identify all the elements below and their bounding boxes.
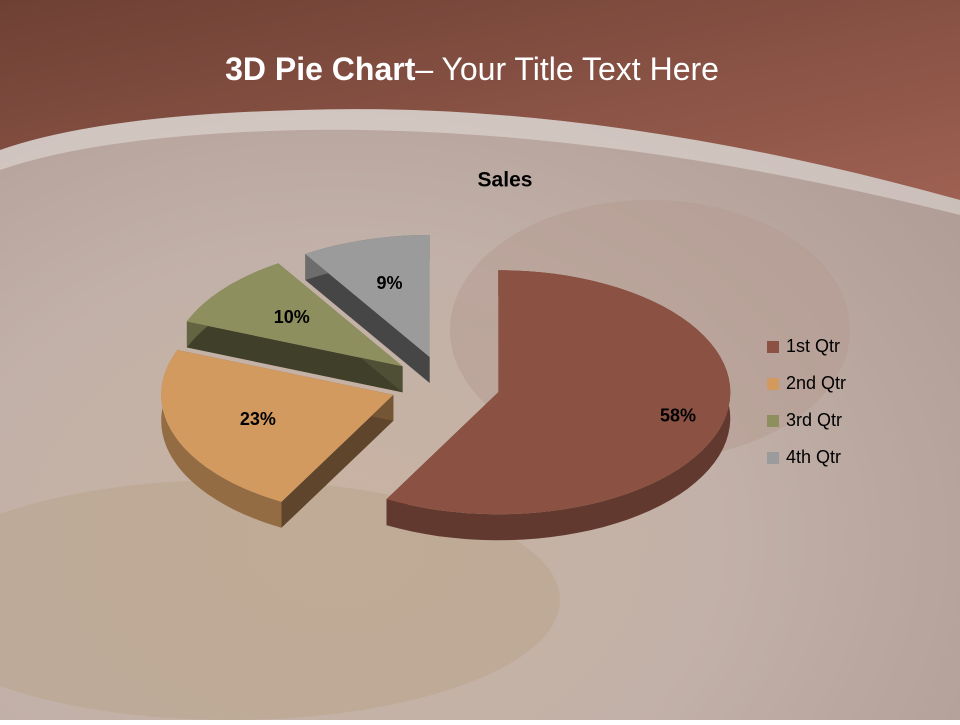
data-label: 23%	[240, 409, 276, 429]
legend-label: 4th Qtr	[786, 447, 841, 467]
slice-side	[305, 254, 430, 383]
slice	[161, 350, 394, 528]
photo-plate	[0, 480, 560, 720]
legend-swatch	[767, 415, 779, 427]
data-label: 10%	[274, 307, 310, 327]
legend: 1st Qtr 2nd Qtr 3rd Qtr 4th Qtr	[767, 336, 846, 467]
legend-label: 2nd Qtr	[786, 373, 846, 393]
header-arc	[0, 109, 960, 215]
legend-label: 3rd Qtr	[786, 410, 842, 430]
chart-title: Sales	[478, 169, 533, 192]
slice-top	[186, 263, 403, 367]
pie: 58% 23% 10% 9%	[161, 235, 731, 541]
slice-side	[281, 394, 394, 528]
legend-label: 1st Qtr	[786, 336, 840, 356]
slice	[386, 270, 731, 541]
data-label: 58%	[660, 405, 696, 425]
slice-side	[186, 321, 403, 393]
title-bold: 3D Pie Chart	[225, 51, 416, 87]
data-label: 9%	[377, 273, 403, 293]
slice	[186, 263, 403, 393]
slice-wall	[386, 270, 731, 541]
legend-swatch	[767, 341, 779, 353]
slice-top	[386, 270, 731, 515]
slice-top	[161, 350, 394, 502]
legend-swatch	[767, 452, 779, 464]
slice-top	[305, 235, 430, 357]
legend-swatch	[767, 378, 779, 390]
header-band	[0, 0, 960, 200]
title-rest: – Your Title Text Here	[415, 51, 719, 87]
slide-title: 3D Pie Chart– Your Title Text Here	[225, 51, 719, 87]
slice	[305, 235, 430, 383]
